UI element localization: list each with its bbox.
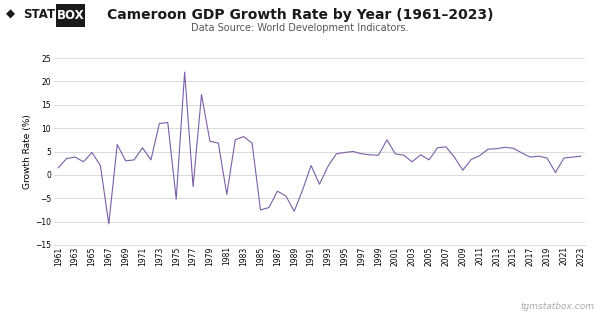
Text: Cameroon GDP Growth Rate by Year (1961–2023): Cameroon GDP Growth Rate by Year (1961–2… [107, 8, 493, 22]
Text: BOX: BOX [57, 9, 85, 22]
Text: Data Source: World Development Indicators.: Data Source: World Development Indicator… [191, 23, 409, 33]
Text: tgmstatbox.com: tgmstatbox.com [520, 302, 594, 311]
Y-axis label: Growth Rate (%): Growth Rate (%) [23, 114, 32, 189]
Text: ◆: ◆ [6, 8, 15, 21]
Text: STAT: STAT [23, 8, 55, 21]
